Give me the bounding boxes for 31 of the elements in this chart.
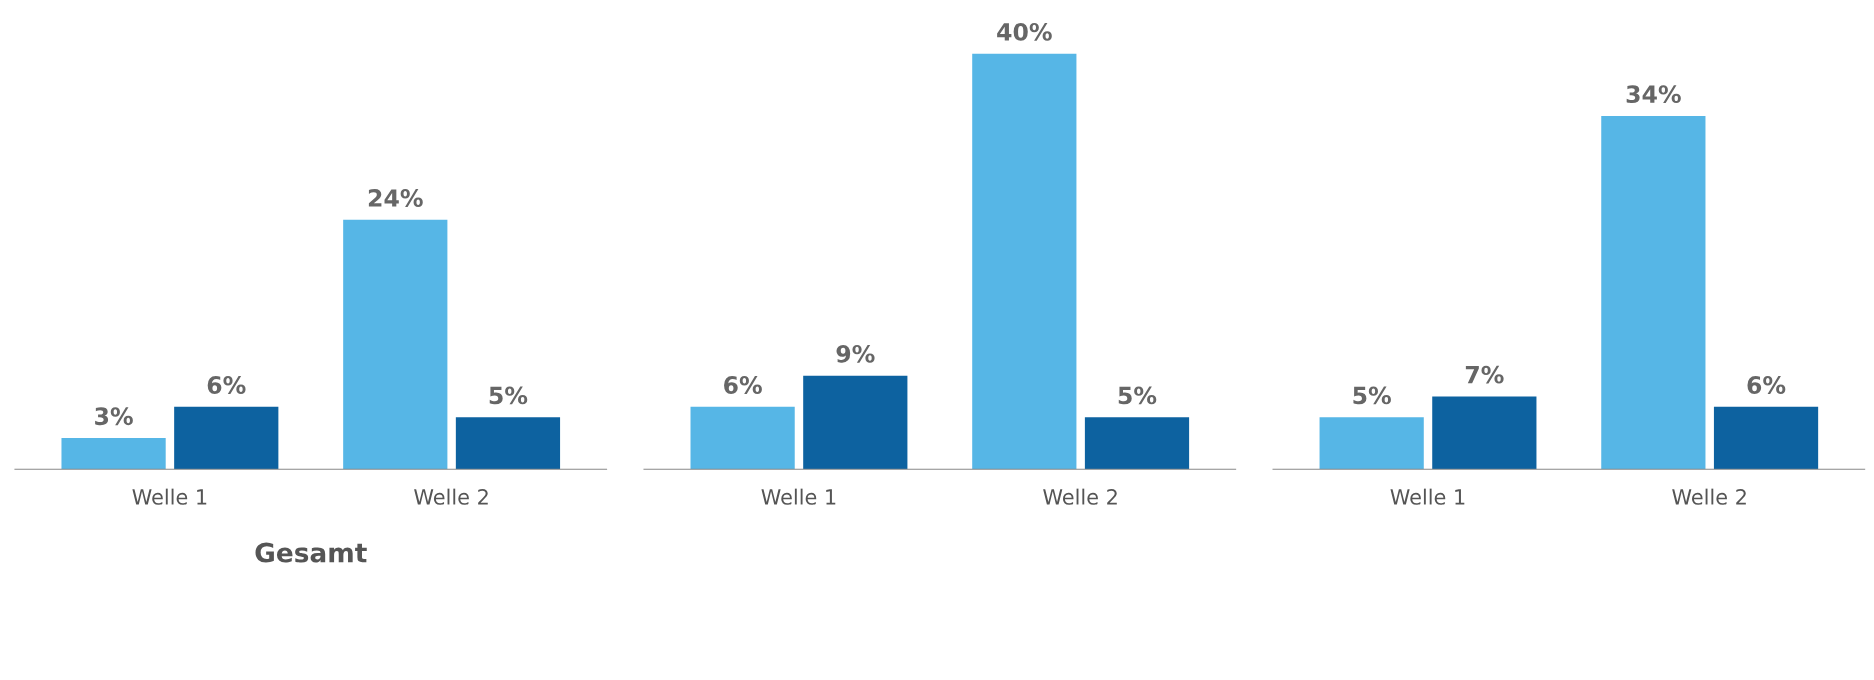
x-axis-title: Gesamt (255, 542, 367, 563)
bar (1601, 115, 1706, 470)
data-label: 5% (489, 386, 528, 405)
data-label: 3% (95, 407, 133, 426)
data-label: 5% (1118, 386, 1157, 405)
bar (1084, 417, 1190, 470)
bar (455, 417, 561, 470)
data-label: 6% (724, 376, 762, 394)
bar (174, 406, 279, 470)
bar (1432, 396, 1537, 470)
data-label: 5% (1353, 386, 1391, 405)
data-label: 34% (1626, 85, 1681, 104)
data-label: 9% (836, 344, 875, 363)
x-tick-label: Welle 1 (132, 488, 207, 505)
bar (803, 375, 908, 470)
x-tick-label: Welle 2 (1043, 488, 1117, 505)
data-label: 24% (368, 189, 423, 207)
bar (972, 53, 1077, 470)
bar (1713, 406, 1819, 470)
x-tick-label: Welle 2 (1672, 488, 1746, 505)
data-label: 7% (1465, 365, 1504, 384)
data-label: 6% (1747, 376, 1786, 394)
x-tick-label: Welle 1 (761, 488, 836, 505)
data-label: 40% (997, 22, 1052, 41)
x-tick-label: Welle 1 (1390, 488, 1465, 505)
data-label: 6% (207, 376, 246, 394)
x-tick-label: Welle 2 (414, 488, 488, 505)
bar (343, 219, 448, 470)
bar (1319, 417, 1424, 470)
bar (61, 438, 166, 470)
bar (690, 406, 795, 470)
